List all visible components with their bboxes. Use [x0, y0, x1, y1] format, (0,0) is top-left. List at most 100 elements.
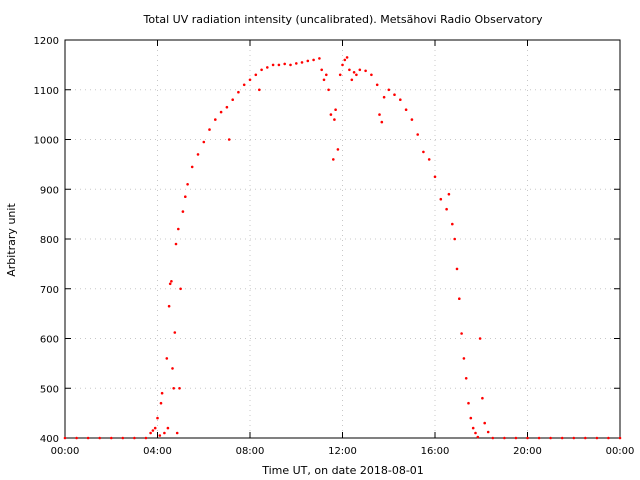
- data-point: [329, 113, 333, 116]
- data-point: [258, 88, 261, 92]
- data-point: [208, 128, 211, 131]
- y-tick-label: 700: [40, 285, 59, 296]
- data-point: [416, 133, 420, 136]
- data-point: [469, 416, 473, 420]
- chart-title: Total UV radiation intensity (uncalibrat…: [143, 13, 543, 26]
- data-point: [462, 357, 466, 360]
- data-point: [364, 69, 367, 73]
- data-point: [283, 62, 287, 66]
- data-point: [166, 426, 170, 430]
- x-tick-label: 20:00: [513, 446, 542, 457]
- data-point: [526, 436, 529, 440]
- data-point: [458, 297, 461, 301]
- data-point: [338, 73, 342, 77]
- data-point: [271, 63, 275, 67]
- data-point: [537, 436, 541, 440]
- data-point: [214, 118, 217, 121]
- data-point: [514, 436, 518, 440]
- data-point: [474, 431, 477, 435]
- data-point: [184, 195, 187, 198]
- data-point: [144, 436, 148, 440]
- x-tick-label: 00:00: [606, 446, 635, 457]
- data-point: [464, 377, 468, 380]
- data-point: [447, 192, 451, 196]
- data-point: [160, 391, 164, 395]
- data-point: [483, 421, 487, 425]
- data-point: [153, 426, 157, 430]
- data-point: [393, 93, 396, 96]
- data-point: [202, 140, 206, 144]
- y-tick-label: 400: [40, 434, 59, 445]
- data-point: [341, 63, 344, 67]
- data-point: [433, 175, 437, 179]
- data-point: [358, 68, 362, 72]
- data-point: [471, 426, 475, 430]
- data-point: [560, 436, 564, 440]
- data-point: [110, 436, 113, 440]
- data-point: [607, 436, 610, 440]
- data-point: [175, 431, 179, 435]
- data-point: [453, 237, 457, 241]
- data-point: [478, 337, 482, 340]
- axis-ticks: 400 500 600 700 800 900 1000 1100 1200 00:00 04:00…: [34, 36, 635, 457]
- data-point: [171, 367, 174, 370]
- data-point: [242, 83, 246, 87]
- data-point: [348, 68, 351, 72]
- data-point: [476, 435, 480, 439]
- data-point: [343, 58, 347, 62]
- data-point: [260, 68, 263, 72]
- data-point: [167, 304, 171, 308]
- x-tick-label: 00:00: [51, 446, 80, 457]
- data-point: [266, 66, 269, 69]
- data-point: [98, 436, 101, 440]
- data-point: [618, 436, 622, 440]
- data-point: [352, 71, 356, 74]
- data-point: [370, 73, 373, 77]
- data-point: [306, 59, 310, 63]
- data-point: [325, 73, 328, 77]
- data-point: [451, 222, 454, 226]
- data-points: [63, 56, 622, 440]
- data-point: [375, 83, 379, 87]
- data-point: [336, 148, 340, 151]
- data-point: [422, 150, 425, 154]
- data-point: [491, 436, 495, 440]
- data-point: [332, 158, 335, 161]
- data-point: [254, 73, 258, 77]
- data-point: [345, 56, 349, 59]
- y-tick-label: 1000: [34, 136, 59, 147]
- y-tick-label: 500: [40, 384, 59, 395]
- data-point: [159, 401, 163, 405]
- data-point: [295, 62, 298, 65]
- data-point: [399, 98, 402, 101]
- data-point: [177, 227, 180, 231]
- data-point: [165, 357, 169, 360]
- data-point: [380, 120, 384, 124]
- x-tick-label: 16:00: [421, 446, 450, 457]
- data-point: [322, 78, 326, 82]
- data-point: [248, 78, 252, 82]
- data-point: [486, 430, 490, 434]
- data-point: [170, 280, 173, 283]
- data-point: [300, 61, 304, 64]
- data-point: [186, 183, 189, 186]
- data-point: [460, 332, 463, 335]
- data-point: [173, 331, 177, 334]
- x-axis-label: Time UT, on date 2018-08-01: [261, 464, 424, 477]
- data-point: [410, 118, 414, 121]
- data-point: [219, 110, 223, 114]
- data-point: [467, 401, 470, 405]
- data-point: [163, 431, 166, 435]
- y-axis-label: Arbitrary unit: [5, 203, 18, 277]
- data-point: [445, 207, 448, 211]
- data-point: [350, 78, 354, 82]
- data-point: [75, 436, 78, 440]
- data-point: [404, 108, 408, 111]
- data-point: [86, 436, 90, 440]
- data-point: [277, 63, 281, 67]
- data-point: [595, 436, 599, 440]
- x-tick-label: 08:00: [236, 446, 265, 457]
- data-point: [174, 242, 178, 246]
